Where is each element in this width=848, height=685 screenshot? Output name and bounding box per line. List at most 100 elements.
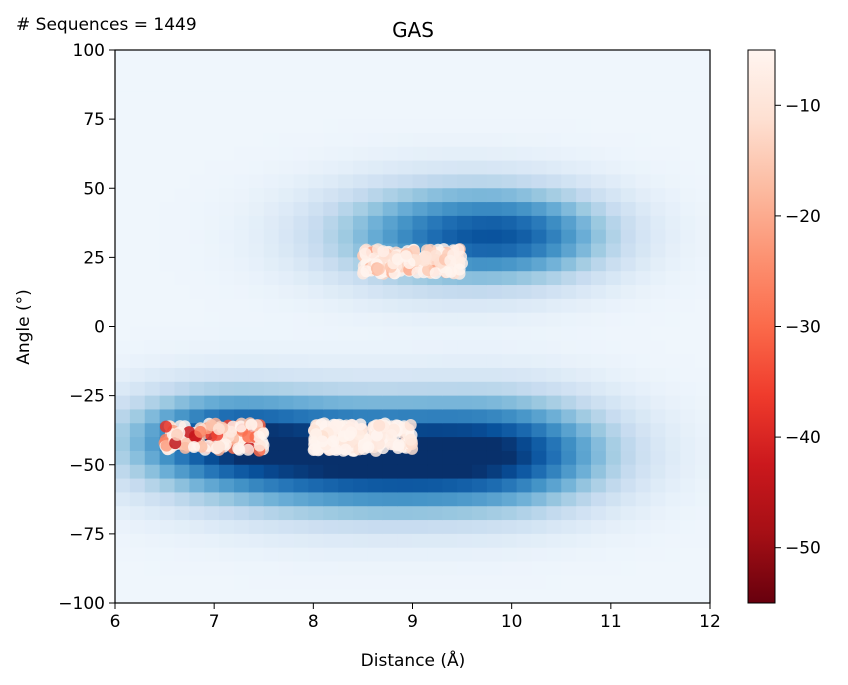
- heatmap-cell: [159, 478, 176, 493]
- heatmap-cell: [412, 229, 428, 245]
- heatmap-cell: [367, 520, 384, 535]
- heatmap-cell: [129, 77, 146, 93]
- heatmap-cell: [457, 105, 473, 120]
- heatmap-cell: [457, 423, 473, 438]
- heatmap-cell: [501, 409, 518, 424]
- heatmap-cell: [382, 589, 399, 604]
- heatmap-cell: [635, 146, 652, 162]
- heatmap-cell: [486, 492, 503, 507]
- heatmap-cell: [591, 340, 607, 355]
- heatmap-cell: [308, 381, 324, 397]
- heatmap-cell: [189, 450, 205, 466]
- heatmap-cell: [486, 105, 503, 120]
- heatmap-cell: [546, 146, 562, 162]
- heatmap-cell: [263, 63, 280, 79]
- heatmap-cell: [620, 174, 637, 189]
- heatmap-cell: [248, 492, 265, 507]
- heatmap-cell: [427, 215, 443, 231]
- heatmap-cell: [263, 77, 280, 93]
- heatmap-cell: [189, 257, 205, 272]
- heatmap-cell: [516, 202, 533, 217]
- heatmap-cell: [144, 423, 161, 438]
- heatmap-cell: [457, 533, 473, 549]
- heatmap-cell: [486, 367, 503, 383]
- heatmap-cell: [516, 188, 533, 203]
- heatmap-cell: [323, 326, 339, 341]
- heatmap-cell: [531, 174, 547, 189]
- heatmap-cell: [129, 215, 146, 231]
- heatmap-cell: [323, 188, 339, 203]
- heatmap-cell: [278, 395, 295, 411]
- x-tick-label: 8: [308, 612, 319, 632]
- heatmap-cell: [665, 492, 681, 507]
- heatmap-cell: [293, 50, 309, 65]
- heatmap-cell: [695, 63, 711, 79]
- heatmap-cell: [531, 312, 547, 328]
- heatmap-cell: [457, 229, 473, 245]
- heatmap-cell: [293, 340, 309, 355]
- heatmap-cell: [338, 326, 354, 341]
- heatmap-cell: [174, 367, 190, 383]
- heatmap-cell: [427, 119, 443, 134]
- heatmap-cell: [680, 340, 696, 355]
- colorbar-tick-label: −40: [785, 428, 821, 448]
- heatmap-cell: [650, 132, 666, 148]
- colorbar-ticks: −10−20−30−40−50: [775, 96, 821, 559]
- heatmap-cell: [561, 229, 577, 245]
- heatmap-cell: [561, 409, 577, 424]
- heatmap-cell: [695, 105, 711, 120]
- heatmap-cell: [338, 132, 354, 148]
- heatmap-cell: [129, 492, 146, 507]
- heatmap-cell: [665, 340, 681, 355]
- heatmap-cell: [248, 188, 265, 203]
- heatmap-cell: [427, 312, 443, 328]
- heatmap-cell: [159, 285, 176, 300]
- heatmap-cell: [665, 409, 681, 424]
- heatmap-cell: [308, 105, 324, 120]
- heatmap-cell: [427, 285, 443, 300]
- heatmap-cell: [397, 547, 414, 563]
- heatmap-cell: [174, 506, 190, 521]
- heatmap-cell: [263, 409, 280, 424]
- heatmap-cell: [159, 174, 176, 189]
- heatmap-cell: [159, 243, 176, 258]
- heatmap-cell: [561, 77, 577, 93]
- heatmap-cell: [144, 492, 161, 507]
- heatmap-cell: [605, 312, 622, 328]
- heatmap-cell: [278, 547, 295, 563]
- x-tick-label: 10: [501, 612, 523, 632]
- heatmap-cell: [219, 77, 235, 93]
- heatmap-cell: [263, 354, 280, 369]
- heatmap-cell: [695, 298, 711, 314]
- heatmap-cell: [620, 506, 637, 521]
- heatmap-cell: [397, 91, 414, 106]
- heatmap-cell: [576, 312, 592, 328]
- heatmap-cell: [680, 271, 696, 286]
- heatmap-cell: [129, 188, 146, 203]
- heatmap-cell: [263, 50, 280, 65]
- heatmap-cell: [412, 146, 428, 162]
- heatmap-cell: [561, 506, 577, 521]
- heatmap-cell: [323, 215, 339, 231]
- scatter-point: [411, 266, 424, 279]
- chart-title: GAS: [392, 18, 434, 42]
- heatmap-cell: [144, 478, 161, 493]
- x-tick-label: 11: [600, 612, 622, 632]
- heatmap-cell: [561, 119, 577, 134]
- heatmap-cell: [293, 215, 309, 231]
- heatmap-cell: [546, 202, 562, 217]
- heatmap-cell: [293, 188, 309, 203]
- heatmap-cell: [219, 174, 235, 189]
- heatmap-cell: [219, 326, 235, 341]
- heatmap-cell: [561, 464, 577, 480]
- heatmap-cell: [323, 312, 339, 328]
- heatmap-cell: [234, 174, 250, 189]
- heatmap-cell: [323, 492, 339, 507]
- heatmap-cell: [189, 202, 205, 217]
- heatmap-cell: [457, 437, 473, 452]
- heatmap-cell: [546, 91, 562, 106]
- heatmap-cell: [605, 202, 622, 217]
- heatmap-cell: [546, 271, 562, 286]
- heatmap-cell: [159, 132, 176, 148]
- heatmap-cell: [442, 160, 458, 176]
